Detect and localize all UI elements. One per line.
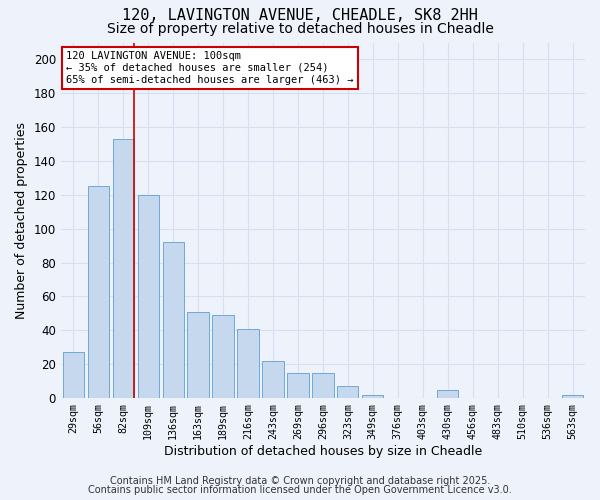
Bar (337, 386, 358, 398)
Bar (562, 394, 583, 398)
Bar (287, 372, 308, 398)
Y-axis label: Number of detached properties: Number of detached properties (15, 122, 28, 319)
Bar (238, 328, 259, 398)
X-axis label: Distribution of detached houses by size in Cheadle: Distribution of detached houses by size … (164, 444, 482, 458)
Bar (113, 139, 134, 398)
Text: Contains HM Land Registry data © Crown copyright and database right 2025.: Contains HM Land Registry data © Crown c… (110, 476, 490, 486)
Bar (88, 186, 109, 398)
Bar (62, 352, 84, 398)
Text: Contains public sector information licensed under the Open Government Licence v3: Contains public sector information licen… (88, 485, 512, 495)
Text: 120, LAVINGTON AVENUE, CHEADLE, SK8 2HH: 120, LAVINGTON AVENUE, CHEADLE, SK8 2HH (122, 8, 478, 22)
Bar (163, 242, 184, 398)
Bar (312, 372, 334, 398)
Bar (212, 315, 233, 398)
Bar (362, 394, 383, 398)
Bar (137, 195, 159, 398)
Bar (187, 312, 209, 398)
Bar (262, 361, 284, 398)
Bar (437, 390, 458, 398)
Text: Size of property relative to detached houses in Cheadle: Size of property relative to detached ho… (107, 22, 493, 36)
Text: 120 LAVINGTON AVENUE: 100sqm
← 35% of detached houses are smaller (254)
65% of s: 120 LAVINGTON AVENUE: 100sqm ← 35% of de… (66, 52, 353, 84)
